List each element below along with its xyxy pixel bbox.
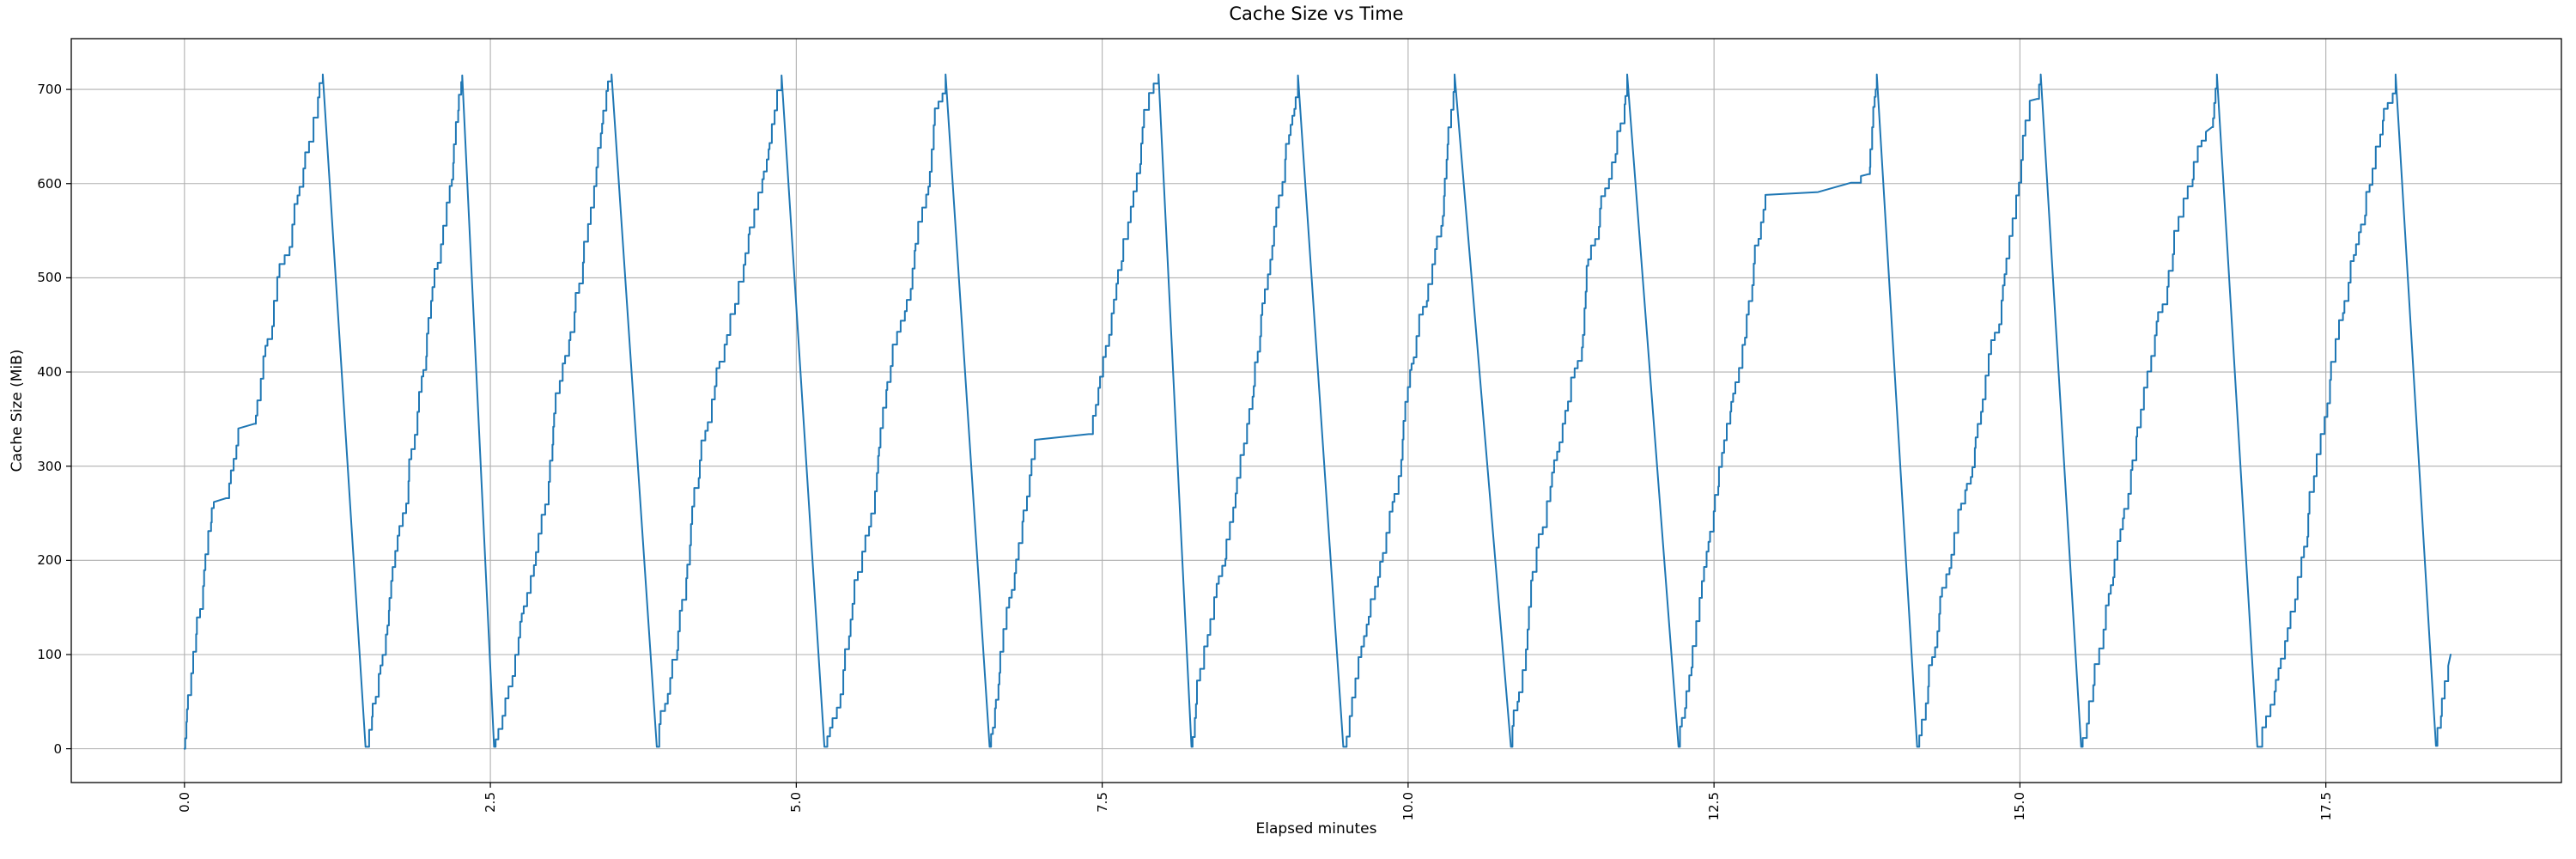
y-tick-label: 0: [53, 740, 62, 757]
y-tick-label: 300: [37, 458, 62, 474]
x-tick-label: 15.0: [2012, 792, 2028, 821]
x-axis-label: Elapsed minutes: [1255, 820, 1377, 838]
y-tick-label: 200: [37, 552, 62, 569]
y-tick-label: 600: [37, 175, 62, 192]
y-tick-label: 500: [37, 270, 62, 286]
x-tick-label: 2.5: [483, 792, 499, 813]
x-tick-label: 17.5: [2318, 792, 2334, 821]
y-tick-label: 400: [37, 364, 62, 381]
y-tick-label: 100: [37, 646, 62, 662]
x-tick-label: 0.0: [176, 792, 192, 813]
x-tick-label: 7.5: [1094, 792, 1110, 813]
axes-spines: [70, 38, 2562, 783]
x-tick-label: 5.0: [788, 792, 805, 813]
chart-title: Cache Size vs Time: [1229, 3, 1404, 24]
x-tick-label: 12.5: [1706, 792, 1722, 821]
y-tick-label: 700: [37, 82, 62, 98]
data-series-line: [183, 73, 2451, 750]
x-tick-label: 10.0: [1400, 792, 1416, 821]
